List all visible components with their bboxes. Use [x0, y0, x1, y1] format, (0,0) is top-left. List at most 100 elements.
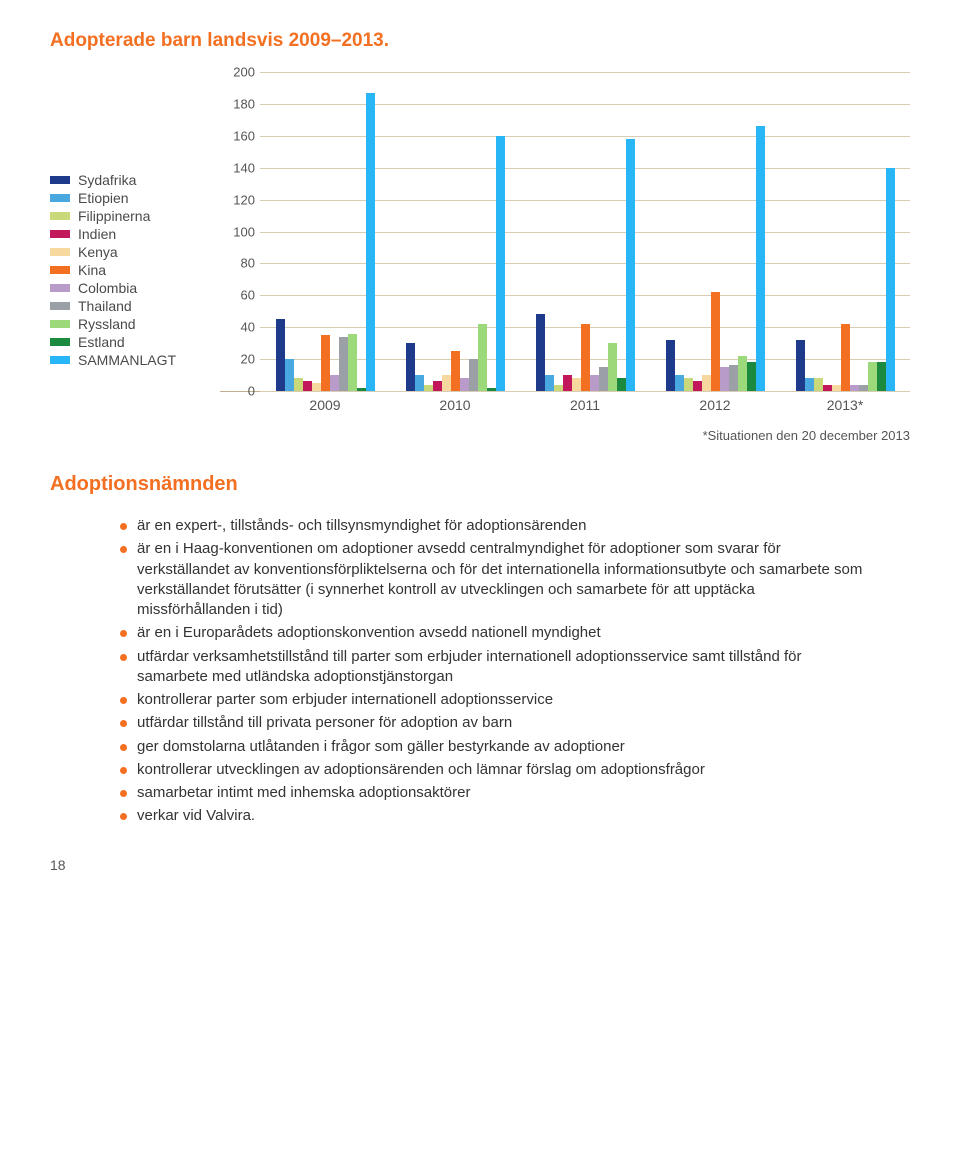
bullet-icon: [120, 630, 127, 637]
bar: [747, 362, 756, 391]
list-item: verkar vid Valvira.: [120, 806, 870, 826]
bar: [581, 324, 590, 391]
list-item: ger domstolarna utlåtanden i frågor som …: [120, 737, 870, 757]
bar: [424, 385, 433, 391]
bar: [805, 378, 814, 391]
legend-label: Ryssland: [78, 316, 136, 332]
y-tick-label: 0: [220, 384, 255, 399]
x-tick-label: 2013*: [780, 397, 910, 413]
bar: [608, 343, 617, 391]
bullet-icon: [120, 697, 127, 704]
bar: [720, 367, 729, 391]
bar: [478, 324, 487, 391]
legend: SydafrikaEtiopienFilippinernaIndienKenya…: [50, 172, 220, 443]
bar: [442, 375, 451, 391]
bullet-icon: [120, 790, 127, 797]
bar: [406, 343, 415, 391]
legend-label: Kina: [78, 262, 106, 278]
legend-item: Sydafrika: [50, 172, 220, 188]
bar: [536, 314, 545, 391]
legend-swatch: [50, 338, 70, 346]
legend-item: Filippinerna: [50, 208, 220, 224]
bar: [626, 139, 635, 391]
bullet-text: kontrollerar utvecklingen av adoptionsär…: [137, 760, 705, 780]
bar: [330, 375, 339, 391]
bar: [433, 381, 442, 391]
bullet-text: ger domstolarna utlåtanden i frågor som …: [137, 737, 625, 757]
bar: [460, 378, 469, 391]
list-item: kontrollerar utvecklingen av adoptionsär…: [120, 760, 870, 780]
legend-item: Thailand: [50, 298, 220, 314]
bar: [729, 365, 738, 391]
page-number: 18: [50, 857, 910, 873]
bullet-icon: [120, 813, 127, 820]
legend-label: Filippinerna: [78, 208, 150, 224]
x-tick-label: 2010: [390, 397, 520, 413]
year-group: [520, 72, 650, 391]
legend-swatch: [50, 266, 70, 274]
legend-item: SAMMANLAGT: [50, 352, 220, 368]
bullet-list: är en expert-, tillstånds- och tillsynsm…: [50, 516, 910, 827]
bar: [357, 388, 366, 391]
bar: [366, 93, 375, 391]
bullet-icon: [120, 546, 127, 553]
chart-area: SydafrikaEtiopienFilippinernaIndienKenya…: [50, 72, 910, 443]
chart-footnote: *Situationen den 20 december 2013: [220, 428, 910, 443]
gridline: [260, 391, 910, 392]
bullet-text: är en i Europarådets adoptionskonvention…: [137, 623, 601, 643]
y-tick-label: 60: [220, 288, 255, 303]
legend-swatch: [50, 356, 70, 364]
x-tick-label: 2009: [260, 397, 390, 413]
bar: [545, 375, 554, 391]
legend-swatch: [50, 248, 70, 256]
bar: [294, 378, 303, 391]
legend-swatch: [50, 176, 70, 184]
legend-label: Thailand: [78, 298, 132, 314]
bar: [832, 385, 841, 391]
bullet-text: utfärdar verksamhetstillstånd till parte…: [137, 647, 870, 688]
bar: [451, 351, 460, 391]
bar: [285, 359, 294, 391]
bar: [572, 378, 581, 391]
bullet-text: är en i Haag-konventionen om adoptioner …: [137, 539, 870, 620]
bar: [666, 340, 675, 391]
bar: [339, 337, 348, 391]
bar: [599, 367, 608, 391]
bar: [841, 324, 850, 391]
legend-item: Indien: [50, 226, 220, 242]
legend-label: Sydafrika: [78, 172, 136, 188]
x-tick-label: 2011: [520, 397, 650, 413]
bar: [487, 388, 496, 391]
list-item: samarbetar intimt med inhemska adoptions…: [120, 783, 870, 803]
x-tick-label: 2012: [650, 397, 780, 413]
y-tick-label: 40: [220, 320, 255, 335]
bar: [886, 168, 895, 391]
year-group: [390, 72, 520, 391]
bar: [756, 126, 765, 391]
y-tick-label: 160: [220, 128, 255, 143]
bar: [814, 378, 823, 391]
legend-swatch: [50, 320, 70, 328]
bar: [859, 385, 868, 391]
bullet-icon: [120, 744, 127, 751]
page-title: Adopterade barn landsvis 2009–2013.: [50, 30, 910, 52]
year-group: [780, 72, 910, 391]
bullet-icon: [120, 654, 127, 661]
y-tick-label: 120: [220, 192, 255, 207]
bar: [554, 385, 563, 391]
bullet-text: kontrollerar parter som erbjuder interna…: [137, 690, 553, 710]
legend-label: Indien: [78, 226, 116, 242]
bar: [850, 385, 859, 391]
legend-label: Colombia: [78, 280, 137, 296]
chart-block: 020406080100120140160180200 200920102011…: [220, 72, 910, 443]
list-item: utfärdar tillstånd till privata personer…: [120, 713, 870, 733]
bar: [312, 383, 321, 391]
legend-item: Colombia: [50, 280, 220, 296]
x-axis: 20092010201120122013*: [260, 397, 910, 413]
y-tick-label: 200: [220, 65, 255, 80]
bar: [711, 292, 720, 391]
bullet-icon: [120, 720, 127, 727]
legend-swatch: [50, 194, 70, 202]
section-heading: Adoptionsnämnden: [50, 473, 910, 496]
bar: [276, 319, 285, 391]
